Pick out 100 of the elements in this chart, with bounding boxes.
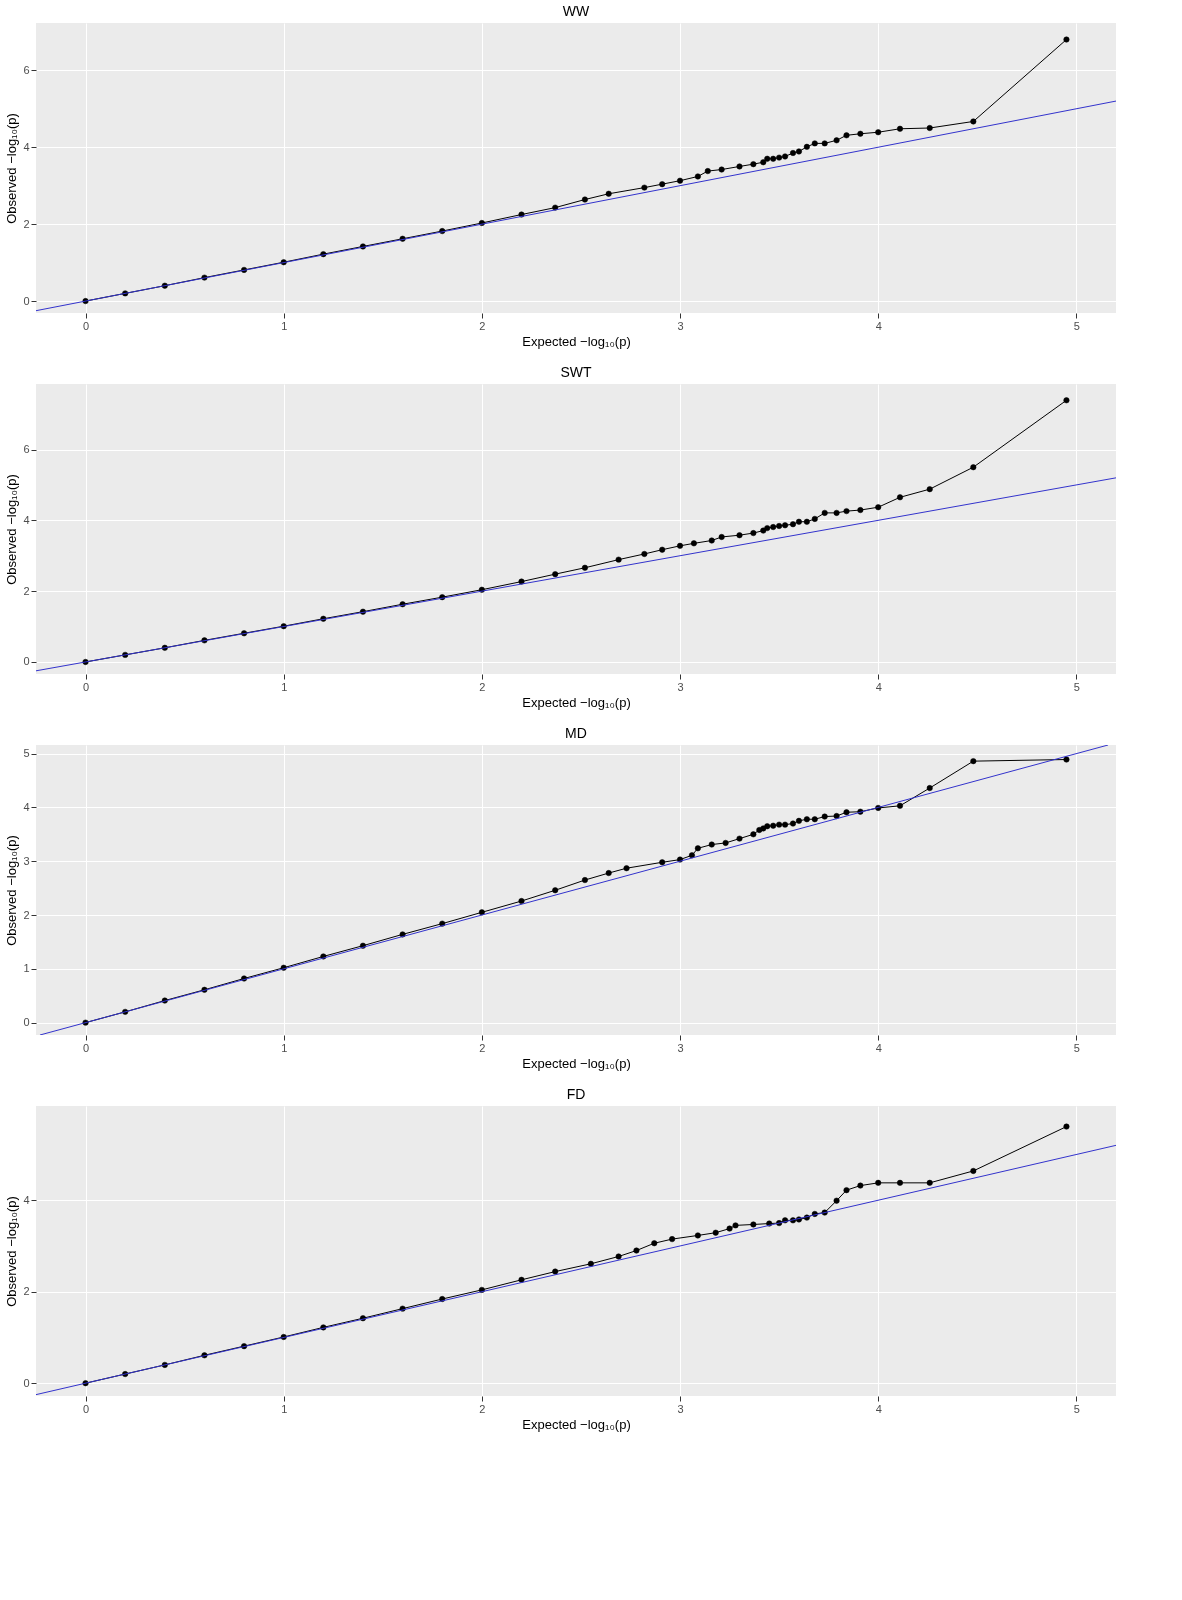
point xyxy=(201,1352,208,1359)
point xyxy=(803,816,810,823)
point xyxy=(581,877,588,884)
point xyxy=(359,608,366,615)
point xyxy=(760,527,767,534)
point xyxy=(633,1247,640,1254)
point xyxy=(478,586,485,593)
point xyxy=(320,251,327,258)
y-tick-label: 4 xyxy=(23,800,30,813)
x-tick-label: 5 xyxy=(1073,1041,1080,1054)
y-axis-title: Observed −log₁₀(p) xyxy=(4,1196,20,1307)
point xyxy=(732,1222,739,1229)
point xyxy=(122,1008,129,1015)
point xyxy=(790,1217,796,1224)
x-tick-label: 3 xyxy=(677,1041,684,1054)
point xyxy=(833,813,840,819)
point xyxy=(518,1276,525,1283)
point xyxy=(82,1019,89,1026)
y-tick-label: 1 xyxy=(23,962,30,975)
point xyxy=(518,898,525,905)
y-tick-label: 0 xyxy=(23,294,30,307)
point xyxy=(970,758,977,765)
point xyxy=(669,1236,676,1243)
point xyxy=(552,1268,559,1275)
x-tick-label: 4 xyxy=(875,1041,882,1054)
point xyxy=(795,817,802,824)
point xyxy=(833,509,840,516)
point xyxy=(756,827,763,833)
point xyxy=(833,1197,840,1204)
point xyxy=(280,623,287,630)
y-tick-label: 2 xyxy=(23,1285,30,1298)
point xyxy=(770,155,777,162)
point xyxy=(161,1361,168,1368)
point xyxy=(736,532,743,539)
point xyxy=(790,820,796,827)
point xyxy=(764,823,771,830)
point xyxy=(718,533,725,540)
point xyxy=(803,1214,810,1221)
point xyxy=(280,1334,287,1340)
point xyxy=(776,523,783,529)
point xyxy=(704,168,711,175)
point xyxy=(750,161,757,168)
point xyxy=(605,870,612,877)
point xyxy=(82,298,89,305)
point xyxy=(760,825,767,832)
point xyxy=(694,1232,701,1239)
point xyxy=(811,515,818,522)
point xyxy=(677,856,684,863)
point xyxy=(843,132,850,139)
point xyxy=(615,1253,622,1260)
point xyxy=(821,1209,828,1216)
point xyxy=(750,831,757,838)
point xyxy=(1063,1123,1070,1130)
y-tick-label: 0 xyxy=(23,655,30,668)
point xyxy=(552,204,559,211)
point xyxy=(875,129,882,136)
point xyxy=(750,1221,757,1228)
point xyxy=(821,140,828,147)
point xyxy=(776,154,783,161)
point xyxy=(161,282,168,289)
point xyxy=(518,211,525,218)
point xyxy=(790,150,796,156)
point xyxy=(926,486,933,493)
point xyxy=(359,1315,366,1322)
point xyxy=(782,153,789,160)
point xyxy=(399,601,406,608)
point xyxy=(857,130,864,137)
y-axis-title: Observed −log₁₀(p) xyxy=(4,113,20,224)
x-tick-label: 4 xyxy=(875,680,882,693)
y-axis-title: Observed −log₁₀(p) xyxy=(4,474,20,585)
point xyxy=(623,865,630,872)
y-tick-label: 4 xyxy=(23,513,30,526)
point xyxy=(811,816,818,823)
y-tick-label: 2 xyxy=(23,584,30,597)
x-tick-label: 2 xyxy=(479,1402,486,1415)
point xyxy=(478,909,485,916)
point xyxy=(897,494,903,501)
point xyxy=(581,564,588,571)
point xyxy=(82,658,89,665)
point xyxy=(722,839,729,846)
point xyxy=(857,808,864,815)
point xyxy=(478,220,485,226)
point xyxy=(122,1371,129,1378)
point xyxy=(1063,36,1070,43)
point xyxy=(736,163,743,170)
point xyxy=(122,651,129,658)
y-axis-title: Observed −log₁₀(p) xyxy=(4,835,20,946)
point xyxy=(875,804,882,811)
point xyxy=(320,953,327,960)
point xyxy=(280,964,287,971)
x-tick-label: 0 xyxy=(82,1402,90,1415)
point xyxy=(615,556,622,563)
x-tick-label: 3 xyxy=(677,319,684,332)
point xyxy=(651,1240,658,1247)
y-tick-label: 2 xyxy=(23,908,30,921)
x-tick-label: 2 xyxy=(479,1041,486,1054)
point xyxy=(795,148,802,155)
point xyxy=(694,173,701,180)
x-tick-label: 0 xyxy=(82,680,90,693)
point xyxy=(708,841,715,848)
